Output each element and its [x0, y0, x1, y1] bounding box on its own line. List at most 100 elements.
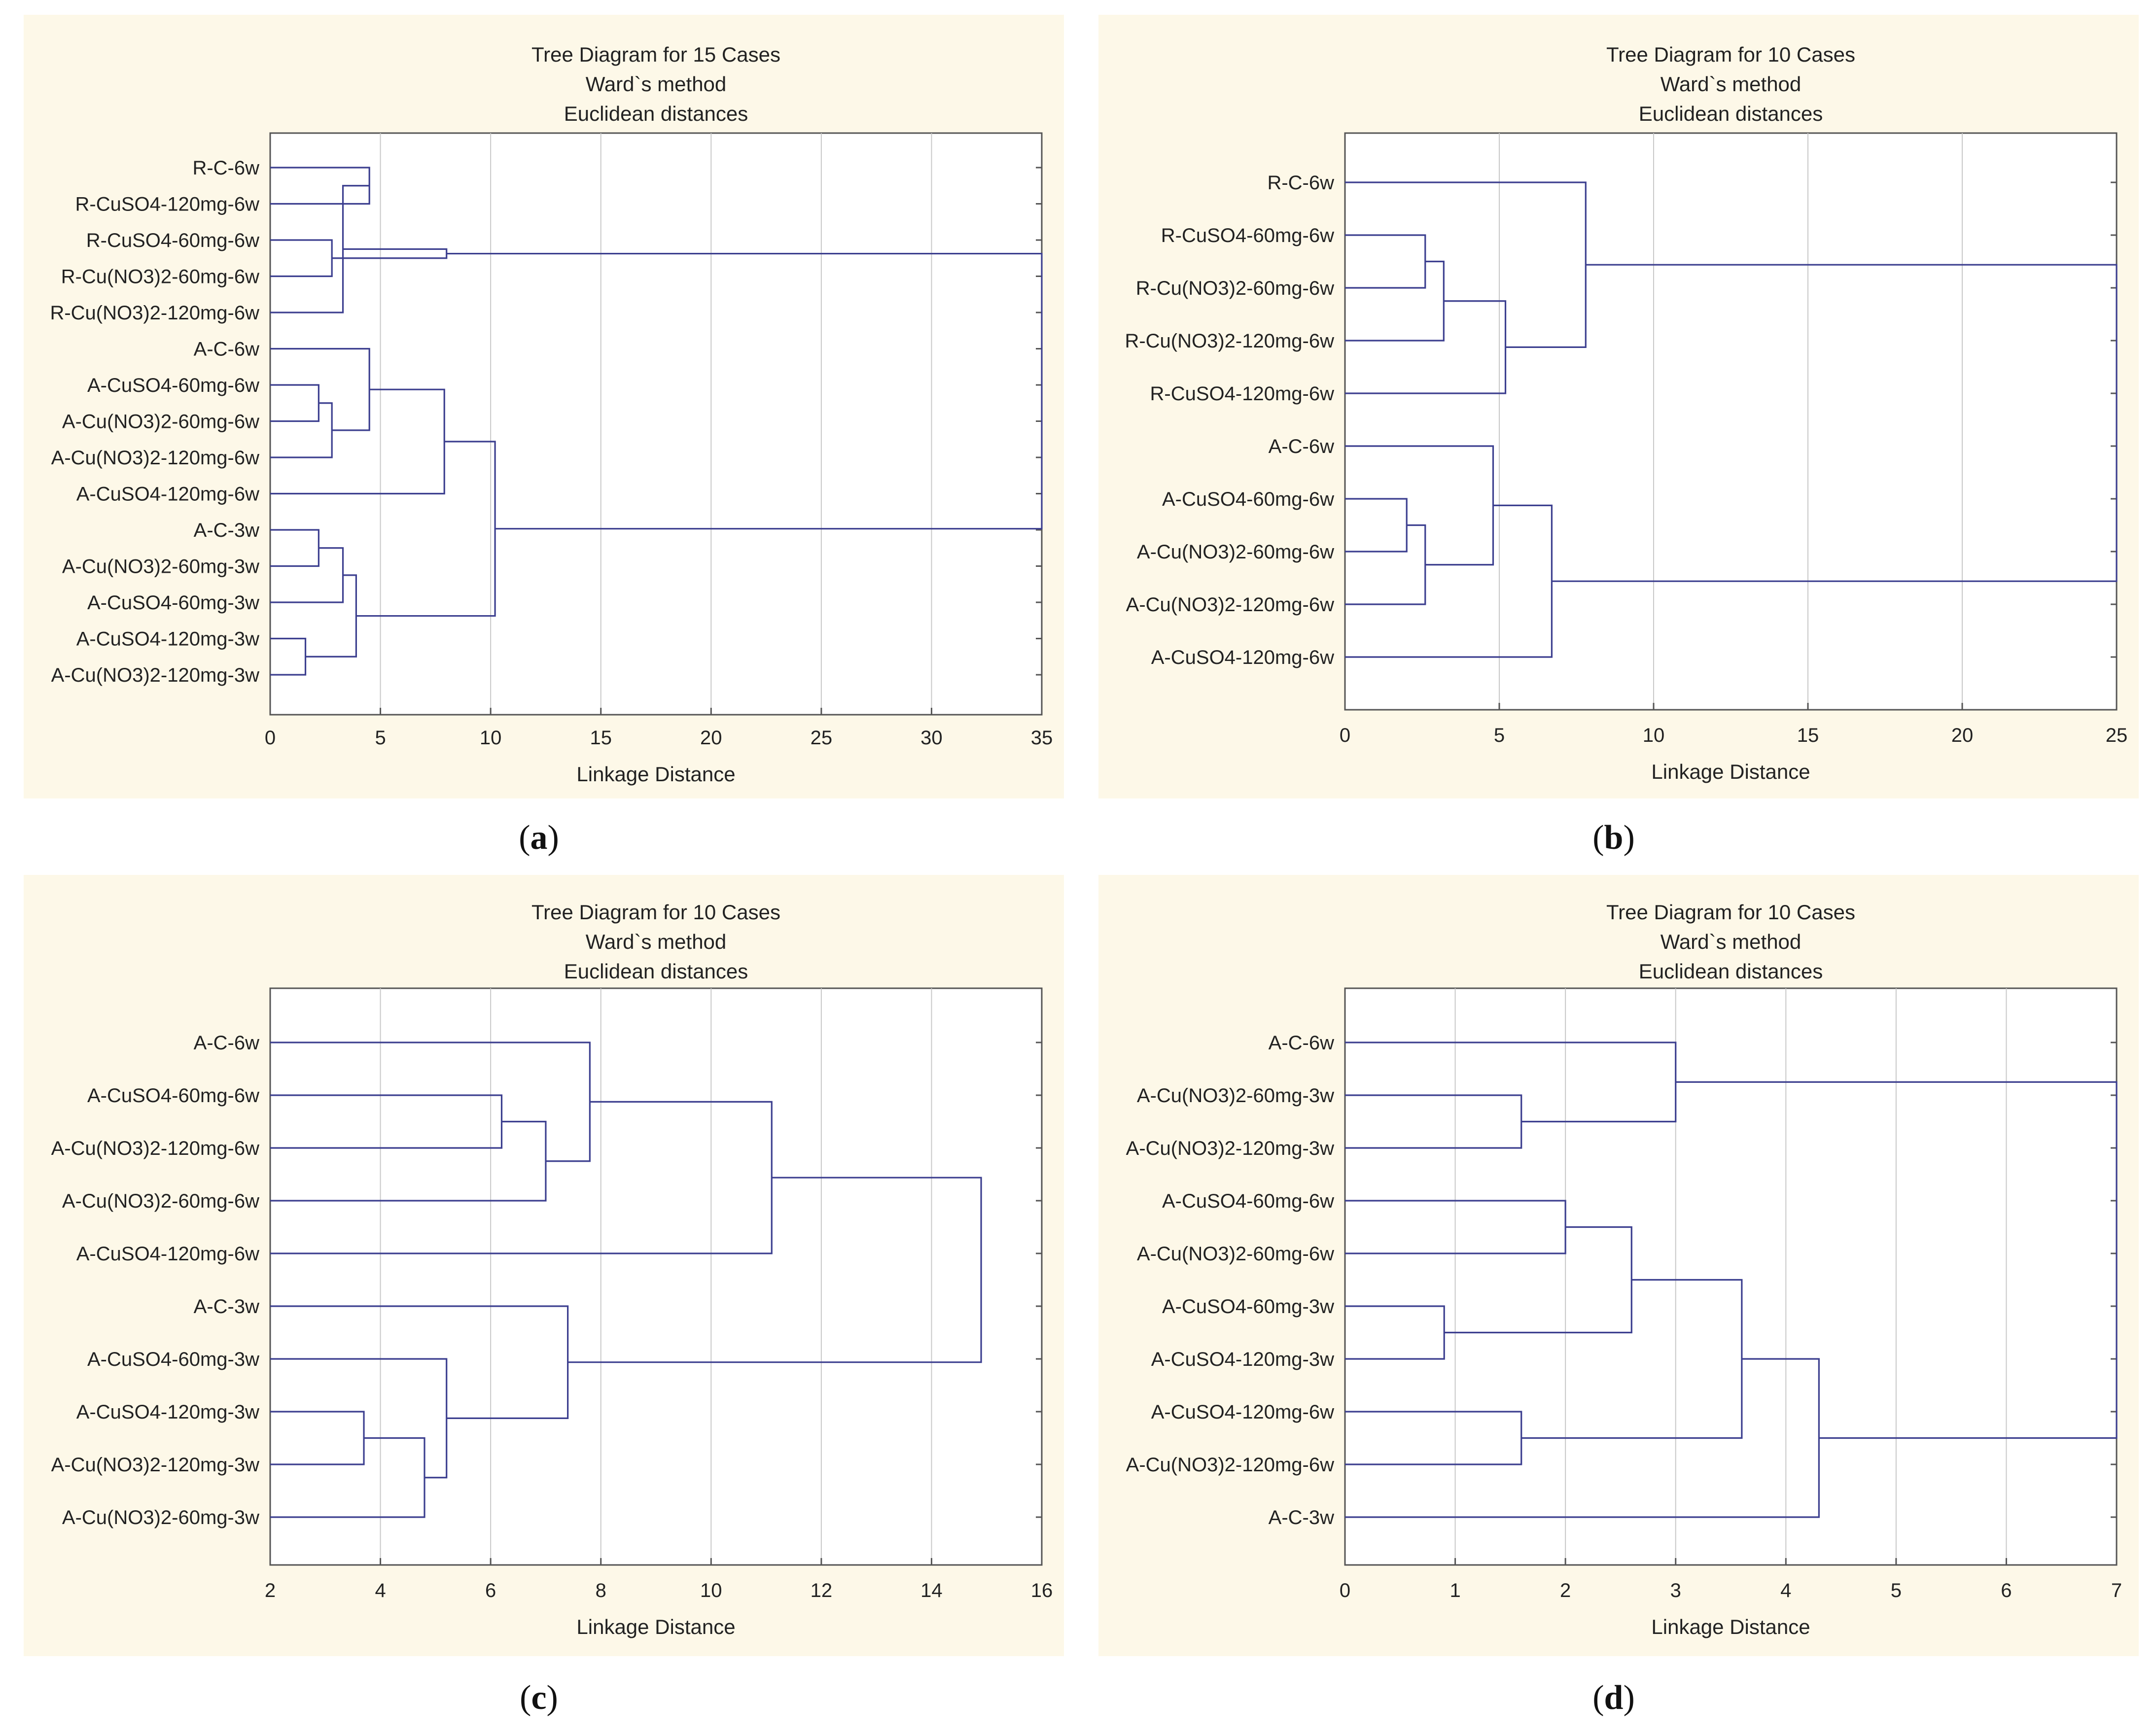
chart-2-x-tick-label: 14 [920, 1580, 943, 1601]
chart-1-x-tick-label: 0 [1340, 725, 1350, 746]
dendrogram-d: Tree Diagram for 10 Cases Ward`s method Eu… [1126, 901, 2122, 1638]
panel-caption-d: (d) [1592, 1679, 1635, 1717]
chart-3-leaf-label: A-C-3w [1269, 1507, 1334, 1528]
chart-1-x-tick-label: 10 [1643, 725, 1665, 746]
chart-3-dendrogram-link [1444, 1226, 1632, 1334]
chart-2-x-tick-label: 2 [265, 1580, 276, 1601]
chart-2-plot-area [269, 987, 1043, 1566]
chart-3-dendrogram-link [1345, 1200, 1566, 1254]
chart-0-leaf-label: R-Cu(NO3)2-60mg-6w [61, 266, 259, 288]
chart-0-dendrogram-link [446, 252, 1043, 530]
chart-3-leaf-label: A-Cu(NO3)2-120mg-6w [1126, 1454, 1334, 1476]
chart-1-subtitle2: Euclidean distances [1639, 102, 1823, 125]
chart-3-x-tick-label: 5 [1891, 1580, 1902, 1601]
chart-0-title: Tree Diagram for 15 Cases [531, 43, 780, 66]
chart-0-x-tick-label: 15 [590, 727, 612, 749]
chart-3-x-axis-label: Linkage Distance [1651, 1615, 1810, 1638]
chart-3-leaf-label: A-CuSO4-60mg-6w [1162, 1190, 1334, 1212]
chart-3-x-tick-label: 7 [2111, 1580, 2122, 1601]
chart-2-x-tick-label: 4 [375, 1580, 386, 1601]
chart-0-x-tick-label: 35 [1031, 727, 1053, 749]
chart-0-leaf-label: A-Cu(NO3)2-60mg-6w [62, 411, 259, 433]
chart-0-leaf-label: A-C-3w [194, 520, 259, 541]
chart-1-subtitle1: Ward`s method [1661, 72, 1802, 96]
chart-panel-a: Tree Diagram for 15 Cases Ward`s method Eu… [24, 15, 1064, 798]
chart-1-x-axis-label: Linkage Distance [1651, 760, 1810, 783]
chart-1-x-tick-label: 20 [1951, 725, 1974, 746]
chart-2-leaf-label: A-CuSO4-120mg-3w [76, 1401, 259, 1423]
chart-2-leaf-label: A-C-3w [194, 1296, 259, 1318]
chart-1-leaf-label: R-Cu(NO3)2-120mg-6w [1125, 330, 1334, 352]
chart-1-leaf-label: A-C-6w [1269, 436, 1334, 457]
chart-1-dendrogram-link [1345, 504, 1553, 658]
chart-1-leaf-label: R-CuSO4-120mg-6w [1150, 383, 1335, 405]
chart-2-subtitle1: Ward`s method [586, 930, 727, 953]
chart-2-leaf-label: A-Cu(NO3)2-120mg-6w [51, 1138, 259, 1159]
chart-1-leaf-label: A-Cu(NO3)2-120mg-6w [1126, 594, 1334, 616]
panel-caption-c: (c) [520, 1679, 558, 1717]
chart-0-leaf-label: A-CuSO4-60mg-3w [87, 592, 259, 614]
chart-1-leaf-label: R-C-6w [1267, 172, 1334, 194]
chart-0-subtitle2: Euclidean distances [564, 102, 748, 125]
chart-3-x-tick-label: 4 [1780, 1580, 1791, 1601]
chart-panel-d: Tree Diagram for 10 Cases Ward`s method Eu… [1098, 875, 2139, 1656]
chart-3-x-tick-label: 3 [1670, 1580, 1681, 1601]
dendrogram-b: Tree Diagram for 10 Cases Ward`s method Eu… [1125, 43, 2128, 783]
chart-0-leaf-label: A-Cu(NO3)2-60mg-3w [62, 556, 259, 578]
chart-3-leaf-label: A-Cu(NO3)2-60mg-6w [1137, 1243, 1334, 1265]
chart-3-dendrogram-link [1675, 1081, 2118, 1439]
chart-3-leaf-label: A-C-6w [1269, 1032, 1334, 1054]
chart-0-x-tick-label: 10 [480, 727, 502, 749]
chart-3-leaf-label: A-CuSO4-120mg-3w [1151, 1349, 1334, 1370]
chart-1-leaf-label: R-CuSO4-60mg-6w [1161, 225, 1334, 246]
chart-3-subtitle1: Ward`s method [1661, 930, 1802, 953]
chart-1-leaf-label: A-CuSO4-60mg-6w [1162, 488, 1334, 510]
chart-0-x-tick-label: 5 [375, 727, 386, 749]
chart-0-x-tick-label: 0 [265, 727, 276, 749]
chart-1-plot-area [1344, 132, 2118, 711]
chart-3-leaf-label: A-CuSO4-120mg-6w [1151, 1401, 1334, 1423]
chart-2-x-axis-label: Linkage Distance [576, 1615, 735, 1638]
chart-2-leaf-label: A-CuSO4-120mg-6w [76, 1243, 259, 1265]
chart-0-leaf-label: R-CuSO4-60mg-6w [86, 230, 259, 251]
chart-2-leaf-label: A-CuSO4-60mg-3w [87, 1349, 259, 1370]
chart-0-x-tick-label: 20 [700, 727, 722, 749]
chart-3-leaf-label: A-Cu(NO3)2-60mg-3w [1137, 1085, 1334, 1107]
chart-2-leaf-label: A-C-6w [194, 1032, 259, 1054]
chart-panel-b: Tree Diagram for 10 Cases Ward`s method Eu… [1098, 15, 2139, 798]
chart-0-x-tick-label: 30 [920, 727, 943, 749]
chart-2-leaf-label: A-Cu(NO3)2-60mg-3w [62, 1507, 259, 1528]
chart-2-title: Tree Diagram for 10 Cases [531, 901, 780, 924]
chart-0-leaf-label: A-CuSO4-120mg-6w [76, 484, 259, 505]
chart-1-title: Tree Diagram for 10 Cases [1606, 43, 1855, 66]
chart-2-x-tick-label: 12 [811, 1580, 833, 1601]
chart-2-x-tick-label: 6 [485, 1580, 496, 1601]
chart-1-x-tick-label: 25 [2106, 725, 2128, 746]
chart-1-leaf-label: A-CuSO4-120mg-6w [1151, 647, 1334, 668]
chart-0-x-tick-label: 25 [811, 727, 833, 749]
chart-2-leaf-label: A-CuSO4-60mg-6w [87, 1085, 259, 1107]
chart-2-x-tick-label: 8 [596, 1580, 606, 1601]
chart-3-leaf-label: A-Cu(NO3)2-120mg-3w [1126, 1138, 1334, 1159]
chart-panel-c: Tree Diagram for 10 Cases Ward`s method Eu… [24, 875, 1064, 1656]
chart-1-leaf-label: A-Cu(NO3)2-60mg-6w [1137, 541, 1334, 563]
chart-0-plot-area [269, 132, 1043, 716]
dendrogram-c: Tree Diagram for 10 Cases Ward`s method Eu… [51, 901, 1053, 1638]
chart-1-dendrogram-link [1345, 498, 1408, 553]
chart-0-leaf-label: R-CuSO4-120mg-6w [75, 194, 260, 215]
chart-0-leaf-label: A-Cu(NO3)2-120mg-3w [51, 664, 259, 686]
chart-0-leaf-label: A-Cu(NO3)2-120mg-6w [51, 447, 259, 469]
chart-3-title: Tree Diagram for 10 Cases [1606, 901, 1855, 924]
dendrogram-a: Tree Diagram for 15 Cases Ward`s method Eu… [50, 43, 1053, 786]
chart-3-x-tick-label: 6 [2001, 1580, 2012, 1601]
chart-0-leaf-label: A-C-6w [194, 339, 259, 360]
chart-0-x-axis-label: Linkage Distance [576, 763, 735, 786]
chart-1-x-tick-label: 15 [1797, 725, 1819, 746]
chart-2-leaf-label: A-Cu(NO3)2-60mg-6w [62, 1190, 259, 1212]
chart-3-x-tick-label: 2 [1560, 1580, 1571, 1601]
chart-0-leaf-label: R-C-6w [192, 157, 259, 179]
chart-3-plot-area [1344, 987, 2118, 1566]
chart-2-subtitle2: Euclidean distances [564, 960, 748, 983]
chart-3-x-tick-label: 1 [1449, 1580, 1460, 1601]
chart-2-dendrogram-link [567, 1177, 982, 1363]
